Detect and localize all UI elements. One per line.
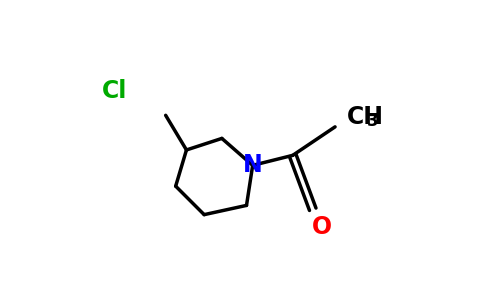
Text: CH: CH [347,105,384,129]
Text: O: O [312,215,332,239]
Text: N: N [243,153,262,177]
Text: Cl: Cl [101,80,127,103]
Text: 3: 3 [367,112,378,130]
